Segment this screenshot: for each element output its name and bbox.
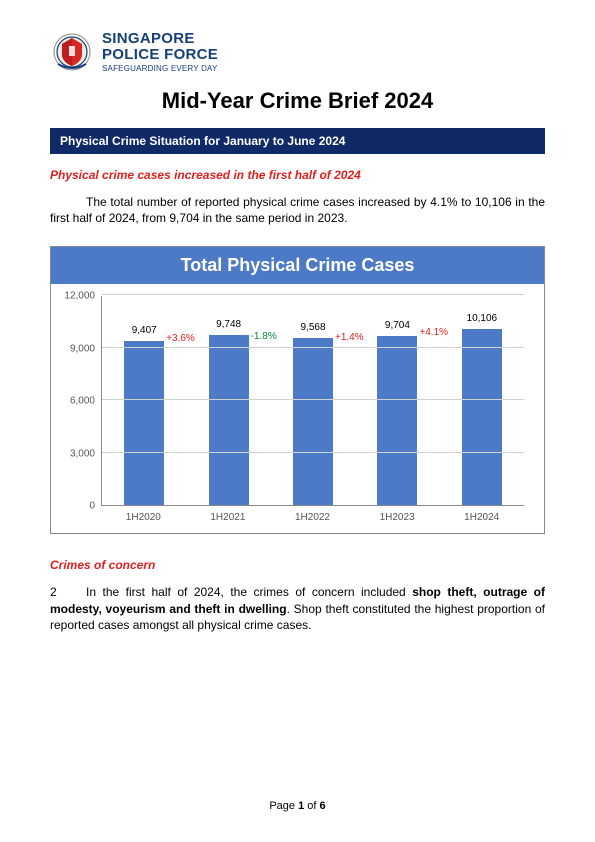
chart-y-tick-label: 12,000 <box>64 291 95 302</box>
crime-cases-chart: Total Physical Crime Cases 0 3,000 6,000 9,… <box>50 246 545 534</box>
chart-delta-label: +4.1% <box>419 327 448 338</box>
chart-x-tick-label: 1H2022 <box>270 512 355 523</box>
subhead-1: Physical crime cases increased in the fi… <box>50 168 545 182</box>
chart-bar-slot: 10,106 <box>440 296 524 505</box>
chart-gridline <box>102 452 524 453</box>
chart-bar: 9,748 <box>209 335 249 506</box>
org-name-line2: POLICE FORCE <box>102 47 218 63</box>
chart-bar: 9,568 <box>293 338 333 505</box>
chart-plot-area: 9,407 9,748 9,568 9,704 10,106 +3.6% -1.8% +1.… <box>101 296 524 506</box>
chart-bar-value-label: 9,704 <box>385 320 410 331</box>
para-number: 2 <box>50 584 86 600</box>
page-title: Mid-Year Crime Brief 2024 <box>50 88 545 114</box>
paragraph-2: 2In the first half of 2024, the crimes o… <box>50 584 545 633</box>
chart-title: Total Physical Crime Cases <box>51 247 544 284</box>
chart-delta-label: +1.4% <box>335 332 364 343</box>
chart-bar-value-label: 10,106 <box>467 313 498 324</box>
chart-gridline <box>102 347 524 348</box>
page-number: Page 1 of 6 <box>0 800 595 812</box>
paragraph-1: The total number of reported physical cr… <box>50 194 545 226</box>
chart-bar: 9,704 <box>377 336 417 506</box>
org-tagline: SAFEGUARDING EVERY DAY <box>102 64 218 73</box>
para2-text-a: In the first half of 2024, the crimes of… <box>86 585 412 599</box>
chart-y-tick-label: 0 <box>89 501 95 512</box>
chart-bar-slot: 9,407 <box>102 296 186 505</box>
chart-y-axis: 03,0006,0009,00012,000 <box>59 296 99 499</box>
chart-bar-value-label: 9,748 <box>216 319 241 330</box>
chart-body: 03,0006,0009,00012,000 9,4079,7489,5689,… <box>51 284 544 533</box>
chart-gridline <box>102 399 524 400</box>
chart-x-tick-label: 1H2020 <box>101 512 186 523</box>
chart-delta-label: -1.8% <box>251 331 277 342</box>
subhead-2: Crimes of concern <box>50 558 545 572</box>
page-total: 6 <box>320 800 326 812</box>
chart-x-tick-label: 1H2024 <box>439 512 524 523</box>
chart-bar-value-label: 9,407 <box>132 325 157 336</box>
org-logo-block: SINGAPORE POLICE FORCE SAFEGUARDING EVER… <box>50 30 545 74</box>
chart-bar-slot: 9,748 <box>186 296 270 505</box>
chart-bar-slot: 9,568 <box>271 296 355 505</box>
chart-delta-label: +3.6% <box>166 333 195 344</box>
chart-x-axis: 1H20201H20211H20221H20231H2024 <box>101 512 524 523</box>
chart-bar: 9,407 <box>124 341 164 506</box>
org-name-line1: SINGAPORE <box>102 31 218 47</box>
page-label-mid: of <box>304 800 319 812</box>
section-banner: Physical Crime Situation for January to … <box>50 128 545 154</box>
chart-bar-value-label: 9,568 <box>301 322 326 333</box>
chart-bar: 10,106 <box>462 329 502 506</box>
page-label-pre: Page <box>269 800 298 812</box>
chart-x-tick-label: 1H2023 <box>355 512 440 523</box>
chart-x-tick-label: 1H2021 <box>186 512 271 523</box>
police-crest-icon <box>50 30 94 74</box>
chart-y-tick-label: 3,000 <box>70 448 95 459</box>
chart-bars: 9,407 9,748 9,568 9,704 10,106 <box>102 296 524 505</box>
org-logo-text: SINGAPORE POLICE FORCE SAFEGUARDING EVER… <box>102 31 218 73</box>
chart-gridline <box>102 294 524 295</box>
chart-y-tick-label: 9,000 <box>70 343 95 354</box>
chart-y-tick-label: 6,000 <box>70 396 95 407</box>
